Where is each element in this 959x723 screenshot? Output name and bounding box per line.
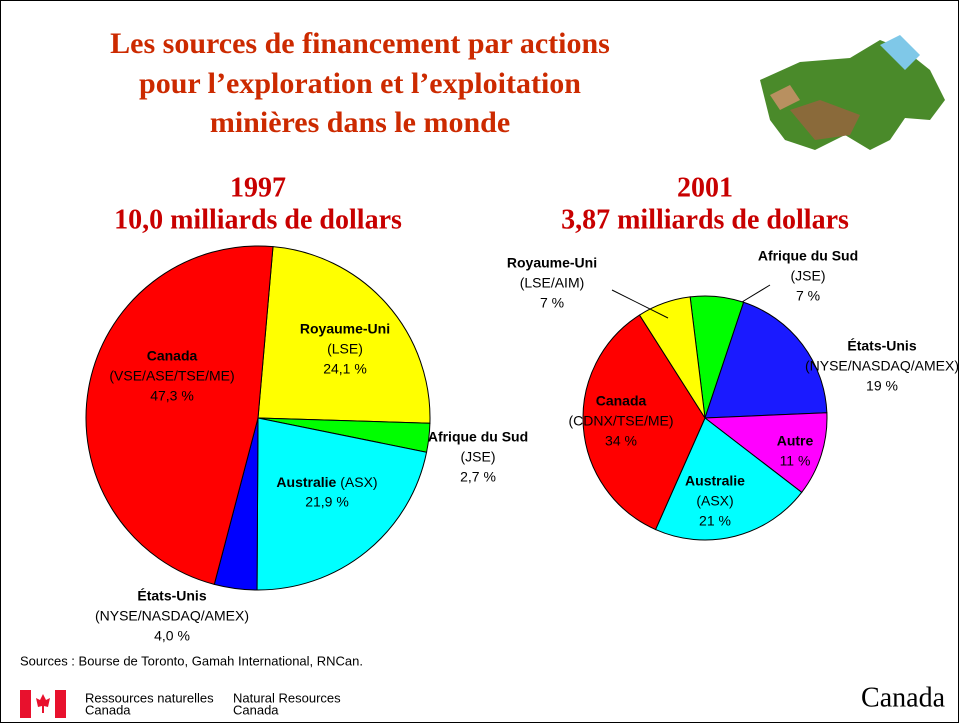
slice-value: 7 % xyxy=(540,295,564,311)
footer-en: Natural Resources xyxy=(233,690,341,705)
slice-name: Canada xyxy=(596,393,647,409)
pie-slice xyxy=(638,296,706,419)
slice-exchange: (ASX) xyxy=(340,474,377,490)
slice-value: 19 % xyxy=(866,378,898,394)
slice-label: Canada (CDNX/TSE/ME) 34 % xyxy=(569,393,674,449)
slice-name: Canada xyxy=(147,348,198,364)
slice-name: Royaume-Uni xyxy=(507,255,597,271)
slice-name: Afrique du Sud xyxy=(758,248,858,264)
slice-label: Autre 11 % xyxy=(777,433,814,469)
slice-name: Australie xyxy=(685,473,745,489)
slice-value: 24,1 % xyxy=(323,361,367,377)
slice-value: 34 % xyxy=(605,433,637,449)
slice-name: Royaume-Uni xyxy=(300,321,390,337)
slice-exchange: (VSE/ASE/TSE/ME) xyxy=(109,368,234,384)
slice-label: Afrique du Sud (JSE) 2,7 % xyxy=(428,429,528,485)
slice-label: Royaume-Uni (LSE) 24,1 % xyxy=(300,321,390,377)
slice-name: Afrique du Sud xyxy=(428,429,528,445)
pie-subtitle: 10,0 milliards de dollars xyxy=(114,204,402,235)
slice-label: Royaume-Uni (LSE/AIM) 7 % xyxy=(507,255,597,311)
pie-slice xyxy=(256,417,428,591)
slice-exchange: (LSE/AIM) xyxy=(520,275,585,291)
slice-label: États-Unis (NYSE/NASDAQ/AMEX) 19 % xyxy=(805,338,959,394)
leader-line xyxy=(741,284,771,303)
footer-fr: Ressources naturelles xyxy=(85,690,214,705)
title-line: Les sources de financement par actions xyxy=(110,27,610,60)
pie-subtitle: 3,87 milliards de dollars xyxy=(561,204,849,235)
canada-map xyxy=(760,35,945,150)
title-line: minières dans le monde xyxy=(210,106,510,139)
footer-en: Canada xyxy=(233,702,279,717)
pie-slice xyxy=(654,417,803,541)
slice-label: Australie (ASX) 21,9 % xyxy=(276,474,377,510)
slice-name: Autre xyxy=(777,433,814,449)
footer-fr: Canada xyxy=(85,702,131,717)
title-line: pour l’exploration et l’exploitation xyxy=(139,67,581,100)
slice-value: 7 % xyxy=(796,288,820,304)
pie-slice xyxy=(85,245,274,585)
pie-slice xyxy=(703,412,828,494)
leader-line xyxy=(611,289,669,319)
slice-label: États-Unis (NYSE/NASDAQ/AMEX) 4,0 % xyxy=(95,588,249,644)
slice-exchange: (NYSE/NASDAQ/AMEX) xyxy=(805,358,959,374)
flag xyxy=(20,690,66,718)
slice-value: 2,7 % xyxy=(460,469,496,485)
slice-label: Afrique du Sud (JSE) 7 % xyxy=(758,248,858,304)
pie-title: 1997 xyxy=(230,172,286,203)
wordmark: Canada xyxy=(861,682,946,713)
slice-label: Canada (VSE/ASE/TSE/ME) 47,3 % xyxy=(109,348,234,404)
slice-exchange: (LSE) xyxy=(327,341,363,357)
slice-exchange: (JSE) xyxy=(461,449,496,465)
pie-slice xyxy=(704,301,828,419)
pie-slice xyxy=(582,314,706,531)
slice-name: États-Unis xyxy=(137,588,206,604)
pie-title: 2001 xyxy=(677,172,733,203)
slice-name: Australie xyxy=(276,474,336,490)
slice-value: 47,3 % xyxy=(150,388,194,404)
slice-value: 21 % xyxy=(699,513,731,529)
slice-name: États-Unis xyxy=(847,338,916,354)
slice-exchange: (NYSE/NASDAQ/AMEX) xyxy=(95,608,249,624)
pie-slice xyxy=(257,246,431,424)
slice-exchange: (ASX) xyxy=(696,493,733,509)
source: Sources : Bourse de Toronto, Gamah Inter… xyxy=(20,653,363,668)
slice-value: 4,0 % xyxy=(154,628,190,644)
slice-exchange: (CDNX/TSE/ME) xyxy=(569,413,674,429)
slice-label-line: Australie (ASX) xyxy=(276,474,377,490)
slice-exchange: (JSE) xyxy=(791,268,826,284)
slice-value: 11 % xyxy=(780,453,811,469)
slice-label: Australie (ASX) 21 % xyxy=(685,473,745,529)
slice-value: 21,9 % xyxy=(305,494,349,510)
